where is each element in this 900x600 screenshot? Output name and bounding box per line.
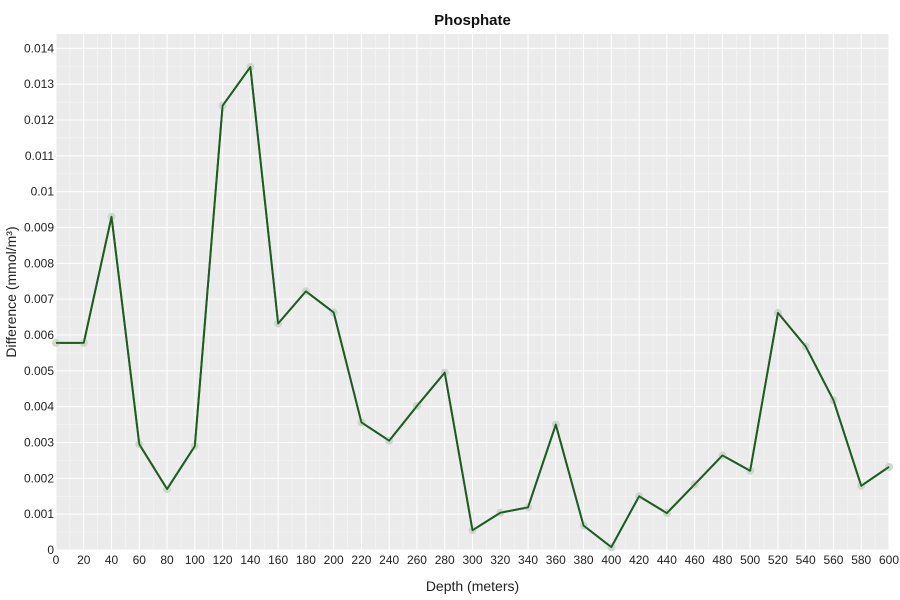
y-tick-label: 0.009 [24,221,54,235]
x-tick-label: 280 [435,553,455,567]
y-tick-label: 0.001 [24,507,54,521]
series-line-overlay [56,66,890,549]
y-tick-label: 0.006 [24,328,54,342]
x-tick-label: 180 [296,553,316,567]
x-tick-label: 240 [379,553,399,567]
grid [55,34,890,551]
x-tick-label: 340 [518,553,538,567]
x-tick-label: 40 [105,553,119,567]
x-tick-label: 480 [712,553,732,567]
x-tick-label: 220 [351,553,371,567]
y-axis-ticks: 0 0.001 0.002 0.003 0.004 0.005 0.006 0.007 0.00… [24,41,54,557]
y-tick-label: 0.008 [24,256,54,270]
chart-title: Phosphate [434,12,511,29]
x-tick-label: 60 [133,553,147,567]
x-tick-label: 100 [185,553,205,567]
x-tick-label: 260 [407,553,427,567]
x-tick-label: 520 [768,553,788,567]
y-tick-label: 0.007 [24,292,54,306]
y-tick-label: 0.011 [25,149,54,163]
x-tick-label: 440 [657,553,677,567]
y-tick-label: 0.004 [24,400,54,414]
x-tick-label: 540 [796,553,816,567]
y-tick-label: 0.003 [24,436,54,450]
x-tick-label: 120 [213,553,233,567]
y-tick-label: 0.01 [31,185,55,199]
x-tick-label: 500 [740,553,760,567]
x-tick-label: 360 [546,553,566,567]
y-tick-label: 0.005 [24,364,54,378]
y-tick-label: 0.014 [24,41,54,55]
y-tick-label: 0 [47,543,54,557]
x-tick-label: 0 [53,553,60,567]
x-tick-label: 20 [77,553,91,567]
y-axis-title: Difference (mmol/m³) [3,226,19,357]
x-tick-label: 300 [462,553,482,567]
x-tick-label: 600 [879,553,899,567]
x-tick-label: 380 [574,553,594,567]
x-tick-label: 420 [629,553,649,567]
x-tick-label: 140 [240,553,260,567]
x-tick-label: 400 [601,553,621,567]
x-tick-label: 160 [268,553,288,567]
series-layer [52,62,893,552]
x-tick-label: 200 [324,553,344,567]
x-tick-label: 80 [160,553,174,567]
y-tick-label: 0.013 [24,77,54,91]
x-tick-label: 460 [685,553,705,567]
x-tick-label: 580 [851,553,871,567]
y-tick-label: 0.002 [24,471,54,485]
y-tick-label: 0.012 [24,113,54,127]
x-tick-label: 560 [823,553,843,567]
x-axis-ticks: 0 20 40 60 80 100 120 140 160 180 200 220 240 260 280 3… [53,553,900,567]
x-axis-title: Depth (meters) [426,578,519,594]
x-tick-label: 320 [490,553,510,567]
